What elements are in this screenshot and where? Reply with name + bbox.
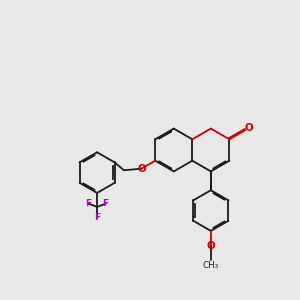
Text: O: O <box>137 164 146 174</box>
Text: F: F <box>94 214 100 223</box>
Text: F: F <box>103 199 109 208</box>
Text: F: F <box>85 199 91 208</box>
Text: CH₃: CH₃ <box>203 261 219 270</box>
Text: O: O <box>244 123 253 133</box>
Text: O: O <box>206 241 215 251</box>
